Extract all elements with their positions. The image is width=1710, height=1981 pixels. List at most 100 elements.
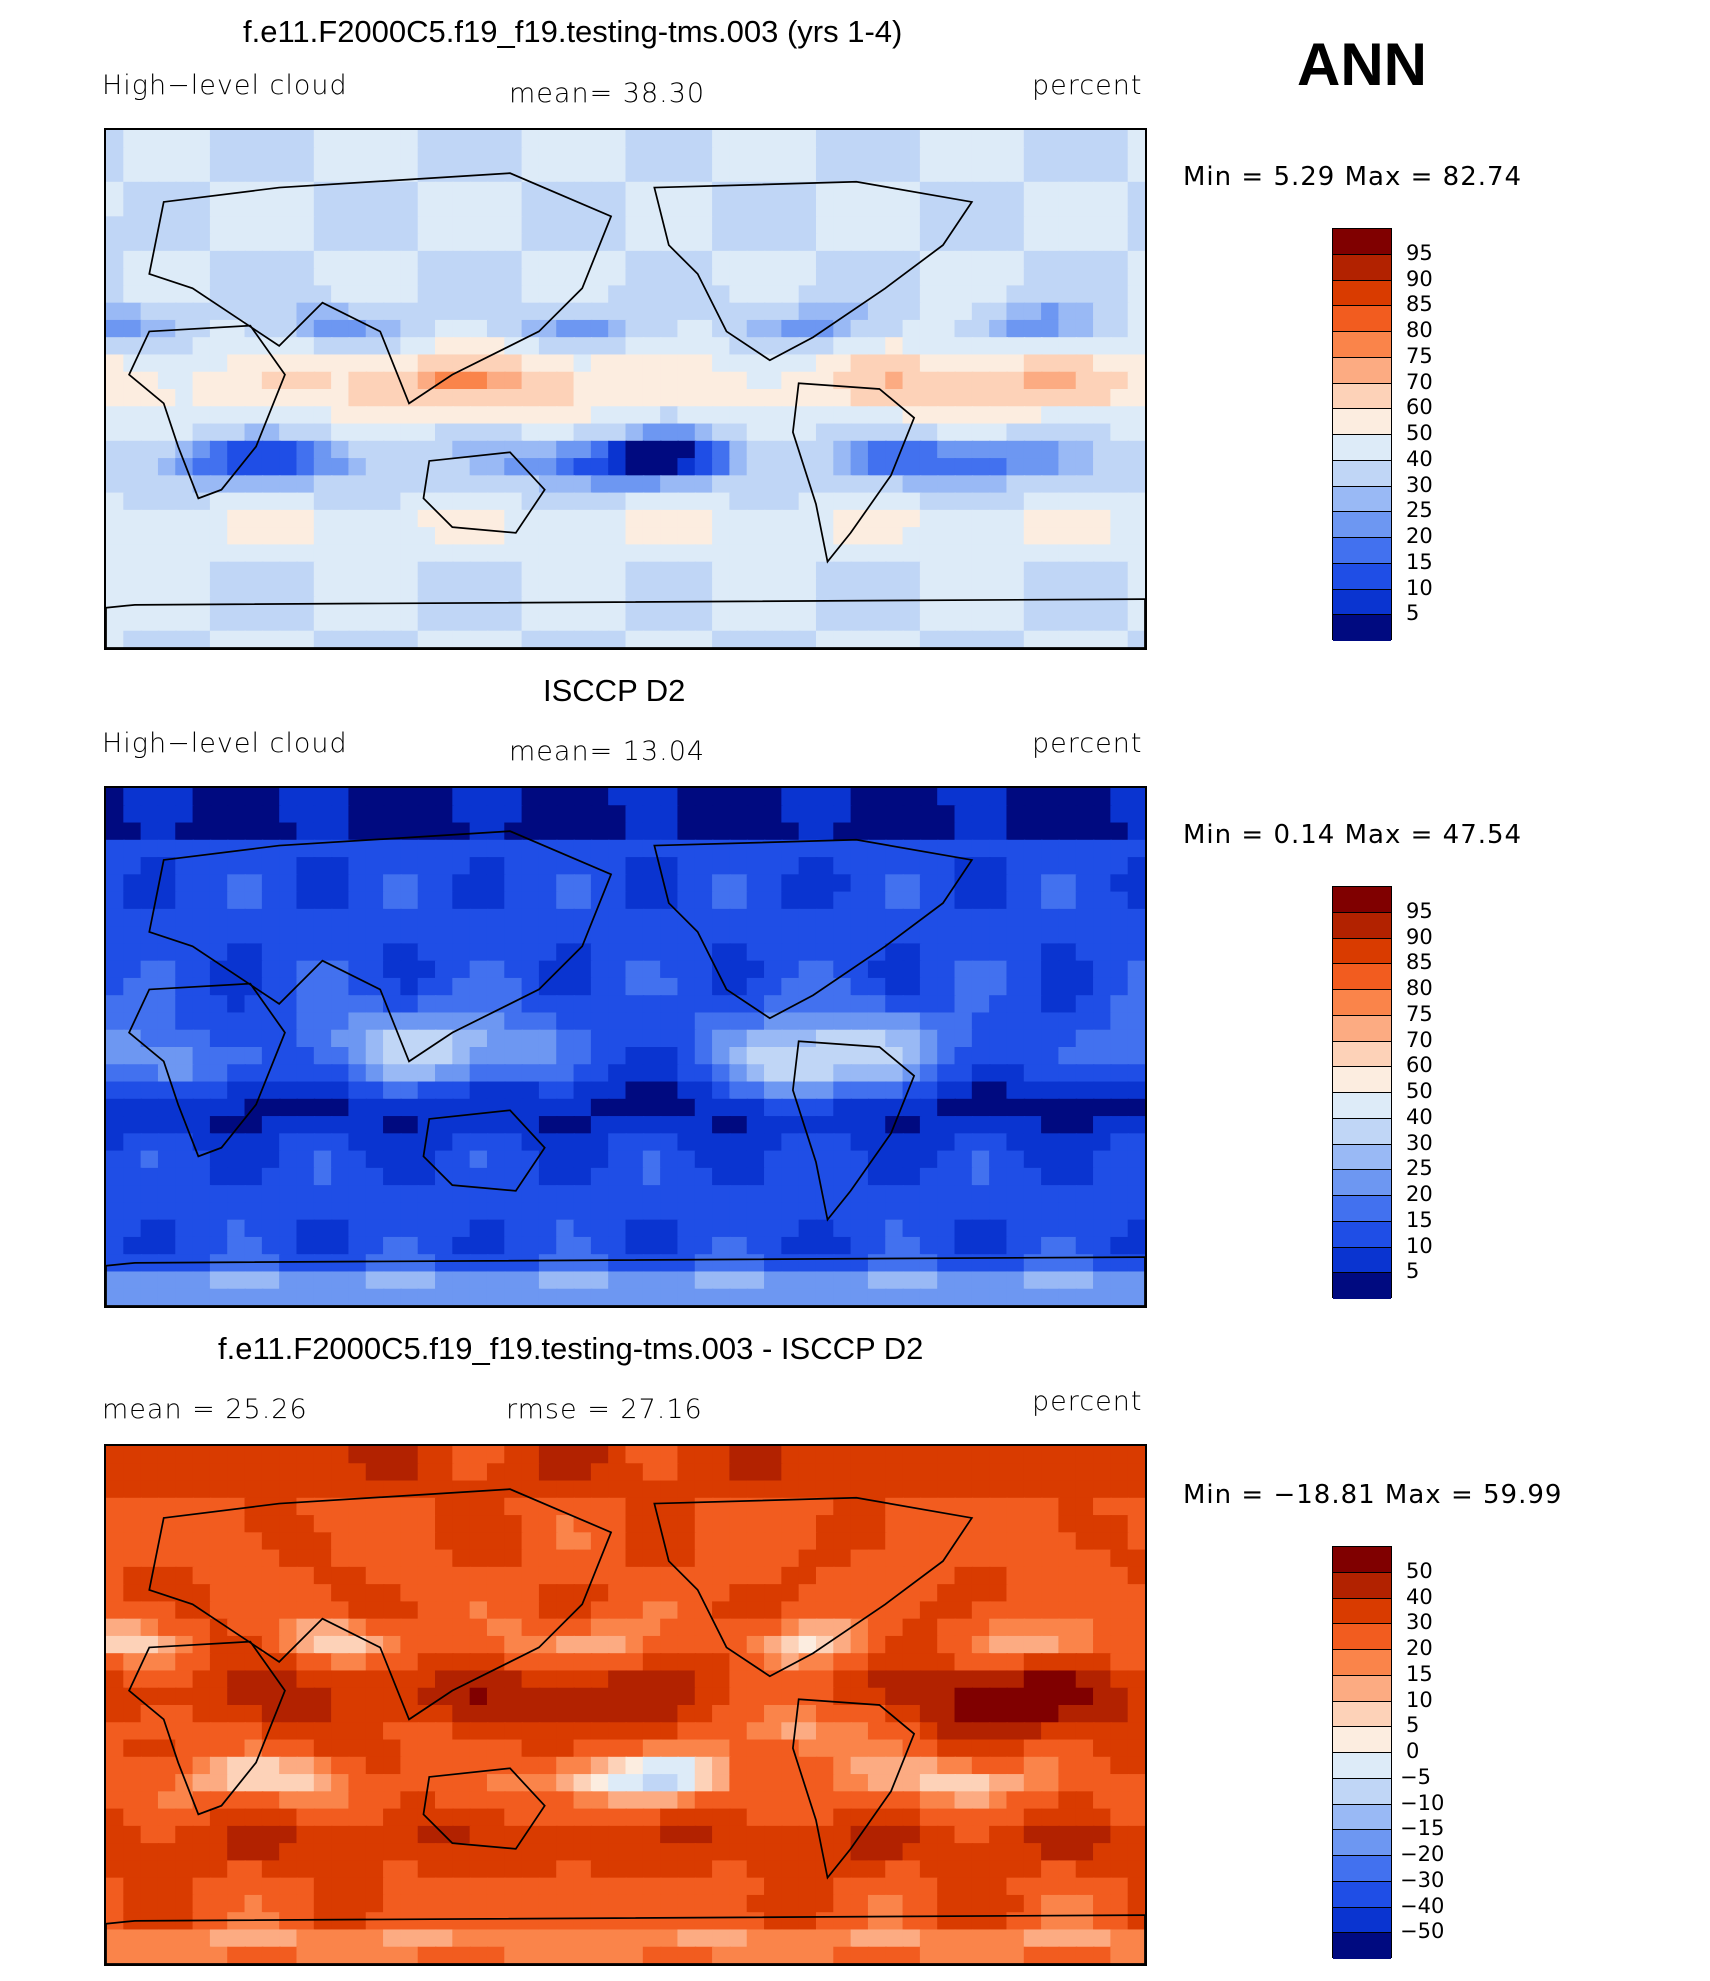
field-cell — [1006, 1618, 1026, 1638]
field-cell — [833, 544, 853, 564]
field-cell — [694, 1098, 714, 1118]
field-cell — [244, 995, 264, 1014]
field-cell — [989, 423, 1008, 443]
field-cell — [833, 164, 853, 184]
field-cell — [157, 1236, 177, 1256]
field-cell — [937, 337, 956, 356]
field-cell — [296, 1446, 316, 1465]
field-cell — [989, 337, 1008, 356]
field-cell — [556, 250, 575, 270]
field-cell — [192, 1584, 212, 1603]
field-cell — [383, 857, 402, 876]
field-cell — [642, 423, 662, 443]
field-cell — [227, 1566, 246, 1586]
field-cell — [677, 389, 697, 408]
field-cell — [417, 874, 437, 894]
field-cell — [919, 578, 939, 598]
field-cell — [383, 1167, 402, 1187]
field-cell — [123, 1566, 143, 1586]
field-cell — [244, 1584, 264, 1603]
field-cell — [625, 389, 645, 408]
field-cell — [469, 164, 489, 184]
field-cell — [954, 130, 974, 149]
field-cell — [452, 216, 472, 236]
field-cell — [798, 1064, 818, 1083]
field-cell — [867, 130, 887, 149]
field-cell — [365, 1202, 385, 1222]
field-cell — [867, 389, 887, 408]
field-cell — [660, 1584, 679, 1603]
field-cell — [348, 389, 368, 408]
field-cell — [971, 268, 991, 287]
field-cell — [383, 130, 402, 149]
field-cell — [850, 130, 870, 149]
field-cell — [694, 630, 714, 648]
field-cell — [504, 839, 524, 859]
field-cell — [989, 613, 1008, 633]
field-cell — [781, 406, 801, 425]
field-cell — [781, 1532, 801, 1552]
field-cell — [365, 960, 385, 980]
field-cell — [1006, 1254, 1026, 1273]
field-cell — [1006, 354, 1026, 374]
field-cell — [764, 1584, 783, 1603]
field-cell — [123, 1584, 143, 1603]
field-cell — [642, 977, 662, 997]
field-cell — [157, 1653, 177, 1672]
map-obs — [104, 786, 1147, 1308]
field-cell — [677, 1566, 697, 1586]
field-cell — [504, 406, 524, 425]
field-cell — [400, 874, 420, 894]
field-cell — [1110, 1722, 1130, 1741]
field-cell — [764, 1202, 783, 1222]
field-cell — [313, 857, 333, 876]
field-cell — [521, 1116, 541, 1135]
field-cell — [383, 319, 402, 339]
field-cell — [798, 1497, 818, 1517]
field-cell — [261, 130, 281, 149]
field-cell — [469, 1618, 489, 1638]
field-cell — [417, 578, 437, 598]
field-cell — [227, 233, 246, 253]
field-cell — [1058, 492, 1078, 512]
field-cell — [867, 319, 887, 339]
field-cell — [590, 1202, 610, 1222]
field-cell — [677, 1549, 697, 1569]
field-cell — [729, 1584, 749, 1603]
field-cell — [642, 857, 662, 876]
field-cell — [989, 268, 1008, 287]
field-cell — [746, 1515, 766, 1534]
field-cell — [954, 1601, 974, 1621]
field-cell — [1023, 1497, 1043, 1517]
field-cell — [383, 440, 402, 460]
field-cell — [902, 233, 922, 253]
field-cell — [833, 1133, 853, 1153]
field-cell — [1093, 1601, 1112, 1621]
field-cell — [383, 1463, 402, 1482]
field-cell — [106, 250, 125, 270]
field-cell — [383, 1185, 402, 1204]
field-cell — [625, 1081, 645, 1101]
field-cell — [937, 1047, 956, 1066]
field-cell — [140, 1081, 160, 1101]
field-cell — [764, 475, 783, 495]
field-cell — [521, 908, 541, 928]
field-cell — [435, 1791, 454, 1811]
field-cell — [435, 1219, 454, 1239]
field-cell — [1023, 147, 1043, 166]
field-cell — [919, 630, 939, 648]
field-cell — [556, 1808, 575, 1828]
field-cell — [1110, 1480, 1130, 1500]
field-cell — [971, 1687, 991, 1707]
field-cell — [313, 1116, 333, 1135]
field-cell — [140, 130, 160, 149]
field-cell — [694, 1219, 714, 1239]
field-cell — [417, 423, 437, 443]
field-cell — [365, 354, 385, 374]
field-cell — [279, 268, 298, 287]
field-cell — [521, 1722, 541, 1741]
field-cell — [746, 1601, 766, 1621]
field-cell — [521, 268, 541, 287]
field-cell — [1058, 268, 1078, 287]
field-cell — [833, 1566, 853, 1586]
